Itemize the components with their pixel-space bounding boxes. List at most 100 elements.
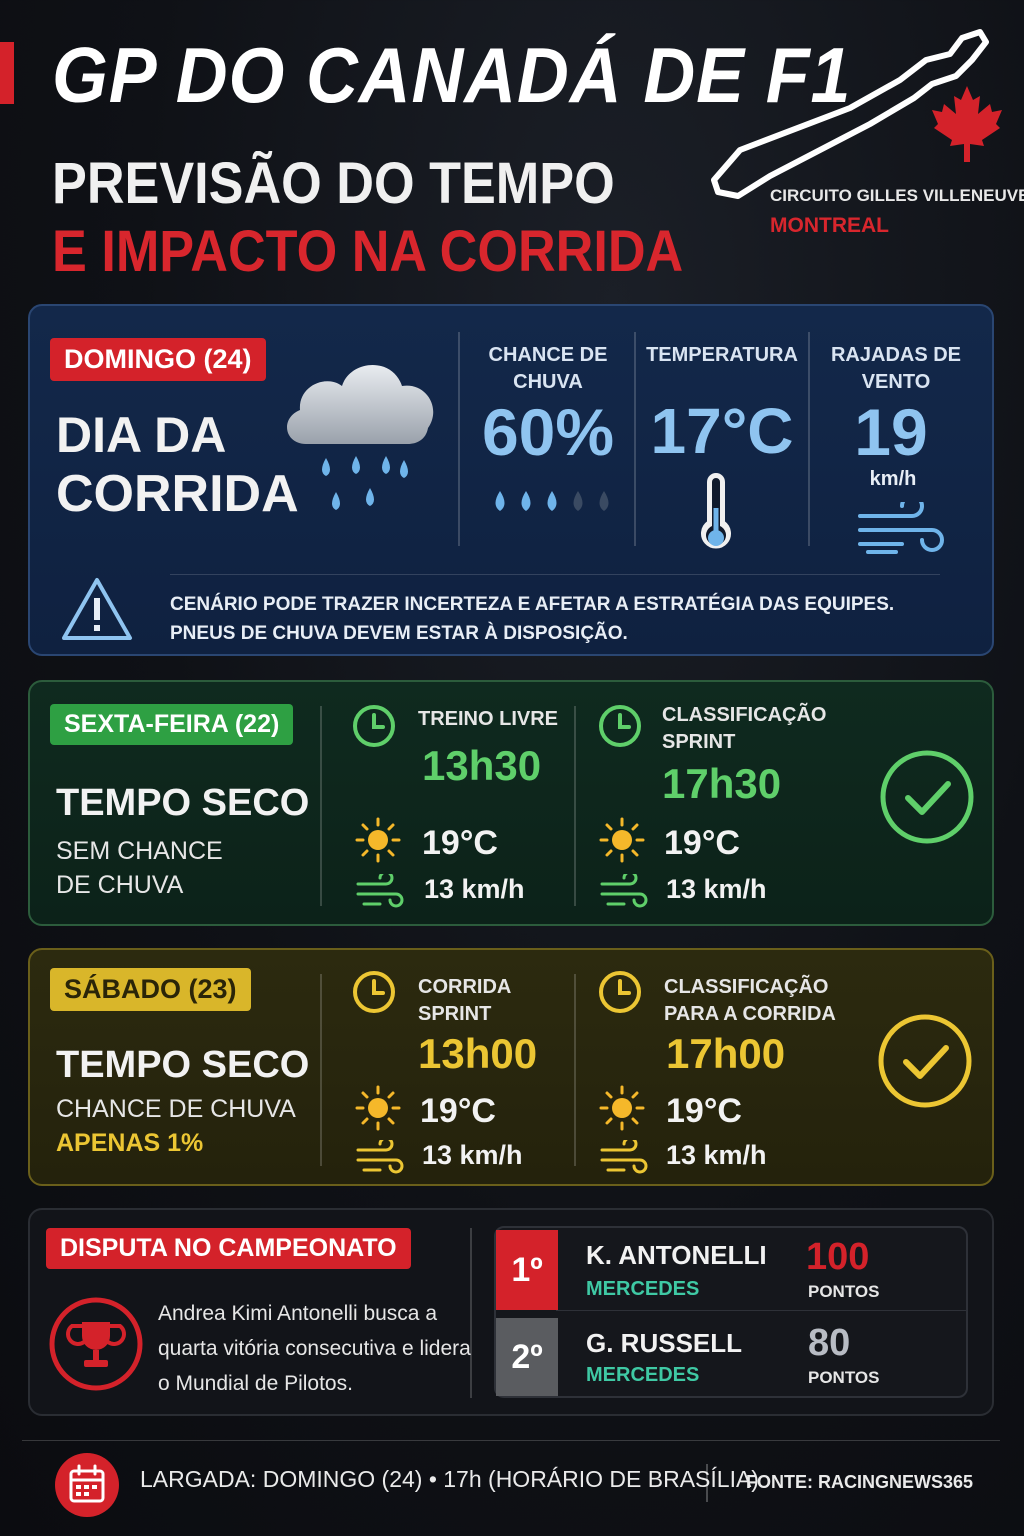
page-title: GP DO CANADÁ DE F1 <box>52 31 852 119</box>
divider <box>574 974 576 1166</box>
divider <box>634 332 636 546</box>
source-credit: FONTE: RACINGNEWS365 <box>746 1472 974 1492</box>
wind-gust-label-line1: RAJADAS DE <box>830 344 962 366</box>
saturday-session-1-temp: 19°C <box>420 1092 496 1130</box>
divider <box>320 706 322 906</box>
wind-icon <box>356 874 404 908</box>
sunday-alert: CENÁRIO PODE TRAZER INCERTEZA E AFETAR A… <box>170 590 894 648</box>
friday-sub: SEM CHANCE DE CHUVA <box>56 834 223 902</box>
saturday-session-2-name-line2: PARA A CORRIDA <box>664 1003 836 1025</box>
saturday-condition: TEMPO SECO <box>56 1044 310 1086</box>
standing-2-team: MERCEDES <box>586 1364 700 1386</box>
friday-session-2-name: CLASSIFICAÇÃO SPRINT <box>662 702 826 756</box>
standing-1-driver: K. ANTONELLI <box>586 1240 767 1270</box>
sun-icon <box>599 817 645 863</box>
friday-session-2-temp: 19°C <box>664 824 740 862</box>
wind-gust-unit: km/h <box>869 468 917 490</box>
divider <box>808 332 810 546</box>
rain-chance-label: CHANCE DE CHUVA <box>470 342 626 396</box>
standing-2-points: 80 <box>808 1322 851 1364</box>
trophy-icon <box>49 1297 143 1391</box>
saturday-session-1-name: CORRIDA SPRINT <box>418 974 511 1028</box>
divider <box>458 332 460 546</box>
saturday-session-1-time: 13h00 <box>418 1030 538 1077</box>
check-circle-icon <box>878 1014 972 1108</box>
divider <box>170 574 940 575</box>
temperature-value: 17°C <box>650 395 794 467</box>
saturday-session-2-wind: 13 km/h <box>666 1140 767 1170</box>
standing-2-driver: G. RUSSELL <box>586 1328 743 1358</box>
sun-icon <box>355 817 401 863</box>
standings-table <box>494 1226 968 1398</box>
wind-gust-value: 19 <box>854 395 928 469</box>
standing-2-points-label: PONTOS <box>808 1368 880 1387</box>
friday-session-2-wind: 13 km/h <box>666 874 767 904</box>
friday-sub-line2: DE CHUVA <box>56 871 184 899</box>
flag-mark-icon <box>0 42 14 104</box>
standing-2-position: 2º <box>496 1318 558 1396</box>
wind-icon <box>600 874 648 908</box>
sunday-badge: DOMINGO (24) <box>50 338 266 381</box>
friday-session-1-name: TREINO LIVRE <box>418 708 559 730</box>
sunday-alert-line2: PNEUS DE CHUVA DEVEM ESTAR À DISPOSIÇÃO. <box>170 623 628 644</box>
saturday-session-2-name-line1: CLASSIFICAÇÃO <box>664 976 829 998</box>
saturday-sub-line1: CHANCE DE CHUVA <box>56 1095 296 1123</box>
standing-1-points: 100 <box>806 1236 870 1278</box>
clock-icon <box>599 705 641 747</box>
temperature-label: TEMPERATURA <box>646 344 798 366</box>
championship-text-line2: quarta vitória consecutiva e lidera <box>158 1337 471 1360</box>
clock-icon <box>353 705 395 747</box>
warning-icon <box>62 578 132 640</box>
saturday-session-1-name-line1: CORRIDA <box>418 976 512 998</box>
wind-icon <box>600 1140 648 1174</box>
divider <box>320 974 322 1166</box>
footer-divider <box>22 1440 1000 1441</box>
rain-chance-value: 60% <box>481 395 615 469</box>
raindrop-icon <box>599 491 609 511</box>
page-subtitle-2: E IMPACTO NA CORRIDA <box>52 219 684 284</box>
saturday-session-2-time: 17h00 <box>666 1030 786 1077</box>
sunday-label-line2: CORRIDA <box>56 465 299 523</box>
circuit-map-icon <box>711 29 989 199</box>
saturday-sub-line2: APENAS 1% <box>56 1129 204 1157</box>
standing-1-points-label: PONTOS <box>808 1282 880 1301</box>
clock-icon <box>353 971 395 1013</box>
check-circle-icon <box>880 750 974 844</box>
rain-chance-label-line2: CHUVA <box>513 371 583 393</box>
friday-session-2-name-line2: SPRINT <box>662 731 736 753</box>
wind-icon <box>858 502 944 554</box>
friday-badge: SEXTA-FEIRA (22) <box>50 704 294 745</box>
standing-1-position: 1º <box>496 1230 558 1310</box>
championship-text-line1: Andrea Kimi Antonelli busca a <box>158 1302 437 1325</box>
raindrop-icon <box>573 491 583 511</box>
wind-gust-label-line2: VENTO <box>861 371 931 393</box>
sun-icon <box>355 1085 401 1131</box>
friday-session-1-time: 13h30 <box>422 742 542 789</box>
standing-1-team: MERCEDES <box>586 1278 700 1300</box>
friday-condition: TEMPO SECO <box>56 782 310 824</box>
saturday-session-1-wind: 13 km/h <box>422 1140 523 1170</box>
rain-chance-label-line1: CHANCE DE <box>488 344 608 366</box>
raindrop-icon <box>547 491 557 511</box>
divider <box>556 1310 966 1311</box>
friday-session-1-wind: 13 km/h <box>424 874 525 904</box>
wind-gust-label: RAJADAS DE VENTO <box>820 342 972 396</box>
maple-leaf-icon <box>932 86 1002 162</box>
raindrop-meter <box>488 488 618 516</box>
raindrop-icon <box>521 491 531 511</box>
page-subtitle-1: PREVISÃO DO TEMPO <box>52 151 615 216</box>
championship-badge: DISPUTA NO CAMPEONATO <box>46 1228 411 1269</box>
saturday-session-1-name-line2: SPRINT <box>418 1003 492 1025</box>
friday-session-2-time: 17h30 <box>662 760 782 807</box>
saturday-session-2-temp: 19°C <box>666 1092 742 1130</box>
friday-session-2-name-line1: CLASSIFICAÇÃO <box>662 704 827 726</box>
race-start-info: LARGADA: DOMINGO (24) • 17h (HORÁRIO DE … <box>140 1466 759 1492</box>
rain-cloud-icon <box>287 364 434 510</box>
championship-text-line3: o Mundial de Pilotos. <box>158 1372 353 1395</box>
saturday-session-2-name: CLASSIFICAÇÃO PARA A CORRIDA <box>664 974 836 1028</box>
friday-session-1-temp: 19°C <box>422 824 498 862</box>
divider <box>706 1464 708 1502</box>
raindrop-icon <box>495 491 505 511</box>
divider <box>470 1228 472 1398</box>
friday-sub-line1: SEM CHANCE <box>56 837 223 865</box>
